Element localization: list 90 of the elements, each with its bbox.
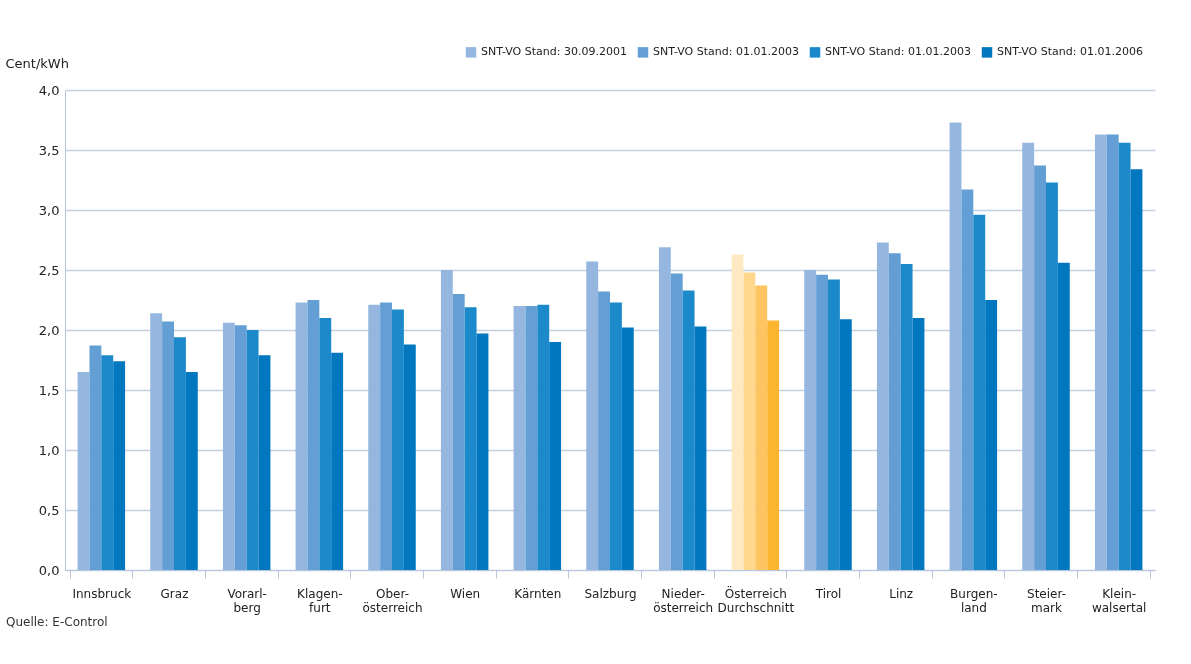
x-tick-label: Steier- mark (1027, 586, 1066, 615)
x-tick-label: Klein- walsertal (1091, 586, 1147, 615)
bar (1106, 134, 1119, 570)
bar (331, 352, 344, 570)
legend-label: SNT-VO Stand: 30.09.2001 (481, 45, 627, 59)
bar (113, 361, 126, 570)
bar (912, 318, 925, 570)
bar (392, 309, 404, 570)
bar (513, 306, 526, 570)
bar (246, 330, 259, 570)
x-tick-label: Österreich Durchschnitt (717, 584, 795, 615)
bar (755, 285, 768, 570)
bar (961, 189, 974, 570)
source-note: Quelle: E-Control (6, 615, 109, 629)
bar (525, 306, 538, 570)
y-axis-title: Cent/kWh (5, 55, 69, 71)
bar (1046, 182, 1058, 570)
bar (743, 272, 756, 570)
bar (440, 270, 453, 570)
bar (694, 326, 707, 570)
bar (77, 372, 90, 570)
bar (598, 291, 610, 570)
x-tick-label: Tirol (814, 586, 842, 601)
y-tick-label: 3,0 (38, 202, 60, 218)
bar (89, 345, 102, 570)
bar (452, 294, 465, 570)
bar (816, 274, 828, 570)
bar (1057, 262, 1070, 570)
x-tick-label: Burgen- land (950, 586, 998, 615)
x-tick-label: Klagen- furt (297, 586, 343, 615)
x-tick-label: Salzburg (584, 586, 637, 601)
bar (900, 264, 913, 570)
x-tick-label: Vorarl- berg (227, 586, 267, 615)
bar (319, 318, 332, 570)
bar (380, 302, 392, 570)
bar (258, 355, 271, 570)
bar (658, 247, 671, 570)
bar (985, 300, 998, 570)
bar (549, 342, 562, 570)
bar (828, 279, 840, 570)
bar (101, 355, 114, 570)
bar (1034, 165, 1046, 570)
bar (537, 304, 550, 570)
y-tick-label: 3,5 (38, 142, 60, 158)
bar (464, 307, 477, 570)
y-tick-label: 0,0 (38, 562, 60, 578)
bar (610, 302, 622, 570)
x-tick-label: Ober- österreich (362, 586, 423, 615)
bar (162, 321, 174, 570)
x-tick-label: Nieder- österreich (653, 586, 714, 615)
x-tick-label: Graz (160, 586, 189, 601)
bar (1130, 169, 1143, 570)
bar (973, 214, 986, 570)
bar (174, 337, 186, 570)
bar (804, 270, 817, 570)
x-tick-label: Linz (889, 586, 914, 601)
bar (1022, 142, 1035, 570)
bar (586, 261, 599, 570)
bar (368, 304, 381, 570)
y-tick-label: 2,0 (38, 322, 60, 338)
bar (1118, 142, 1131, 570)
legend-label: SNT-VO Stand: 01.01.2003 (825, 45, 971, 59)
bar (150, 313, 163, 570)
bar (670, 273, 683, 570)
y-tick-label: 4,0 (38, 82, 60, 98)
bar (682, 290, 695, 570)
bar (476, 333, 489, 570)
bar (888, 253, 901, 570)
legend-label: SNT-VO Stand: 01.01.2006 (997, 45, 1143, 59)
y-tick-label: 0,5 (38, 502, 60, 518)
x-tick-label: Kärnten (514, 586, 562, 601)
bar (621, 327, 634, 570)
bar (234, 325, 247, 570)
bar (839, 319, 852, 570)
bar (185, 372, 198, 570)
legend-label: SNT-VO Stand: 01.01.2003 (653, 45, 799, 59)
y-tick-label: 2,5 (38, 262, 60, 278)
x-tick-label: Innsbruck (72, 586, 132, 601)
y-tick-label: 1,0 (38, 442, 60, 458)
bar (295, 302, 308, 570)
bar (949, 122, 962, 570)
x-tick-label: Wien (450, 586, 481, 601)
bar (403, 344, 416, 570)
bar (1094, 134, 1107, 570)
bar (307, 300, 320, 570)
bar (767, 320, 780, 570)
bar (876, 242, 889, 570)
bar (222, 322, 235, 570)
y-tick-label: 1,5 (38, 382, 60, 398)
bar (731, 254, 744, 570)
